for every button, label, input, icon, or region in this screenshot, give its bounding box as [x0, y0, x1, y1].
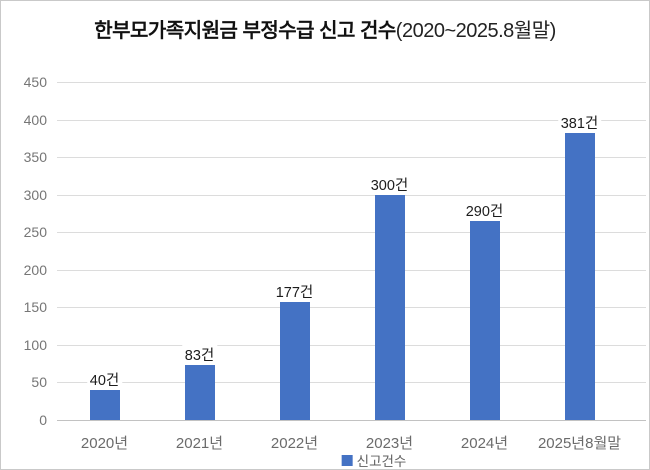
bar — [184, 365, 215, 420]
bar — [279, 302, 310, 420]
gridline — [57, 232, 646, 234]
bar — [374, 194, 405, 420]
bar-value-label: 300건 — [367, 173, 412, 195]
y-axis-tick-label: 150 — [23, 299, 47, 316]
y-axis-tick-label: 300 — [23, 186, 47, 203]
bar-value-label: 290건 — [462, 200, 507, 221]
x-axis-category-label: 2023년 — [365, 435, 414, 452]
chart-title-period: (2020~2025.8월말) — [395, 20, 556, 42]
x-axis-category-label: 2025년8월말 — [537, 435, 622, 452]
y-axis-tick-label: 200 — [23, 261, 47, 278]
bar — [469, 221, 500, 420]
y-axis-tick-label: 50 — [31, 374, 47, 391]
x-axis-line — [57, 420, 646, 421]
bar-value-label: 83건 — [181, 344, 218, 366]
bar — [564, 133, 595, 420]
x-axis-category-label: 2024년 — [460, 435, 509, 452]
chart-legend: 신고건수 — [341, 450, 407, 470]
y-axis-tick-label: 250 — [23, 224, 47, 241]
x-axis-category-label: 2020년 — [80, 435, 129, 452]
chart-title-main: 한부모가족지원금 부정수급 신고 건수 — [94, 20, 396, 42]
gridline — [57, 119, 646, 121]
y-axis-tick-label: 400 — [23, 111, 47, 128]
bar-value-label: 381건 — [557, 112, 602, 134]
x-axis-category-label: 2022년 — [270, 435, 319, 452]
y-axis-tick-label: 350 — [23, 149, 47, 166]
x-axis-category-label: 2021년 — [175, 435, 224, 452]
legend-series-label: 신고건수 — [356, 454, 407, 469]
gridline — [57, 194, 646, 196]
gridline — [57, 82, 646, 83]
gridline — [57, 307, 646, 309]
bar-value-label: 40건 — [86, 369, 123, 390]
legend-square-icon — [341, 454, 353, 466]
gridline — [57, 157, 646, 159]
gridline — [57, 382, 646, 384]
y-axis-tick-label: 450 — [23, 74, 47, 90]
bar — [89, 390, 120, 420]
gridline — [57, 269, 646, 271]
bar-value-label: 177건 — [272, 281, 317, 303]
gridline — [57, 344, 646, 346]
y-axis-tick-label: 0 — [39, 412, 47, 428]
y-axis-tick-label: 100 — [23, 336, 47, 353]
chart-title: 한부모가족지원금 부정수급 신고 건수(2020~2025.8월말) — [0, 14, 650, 43]
